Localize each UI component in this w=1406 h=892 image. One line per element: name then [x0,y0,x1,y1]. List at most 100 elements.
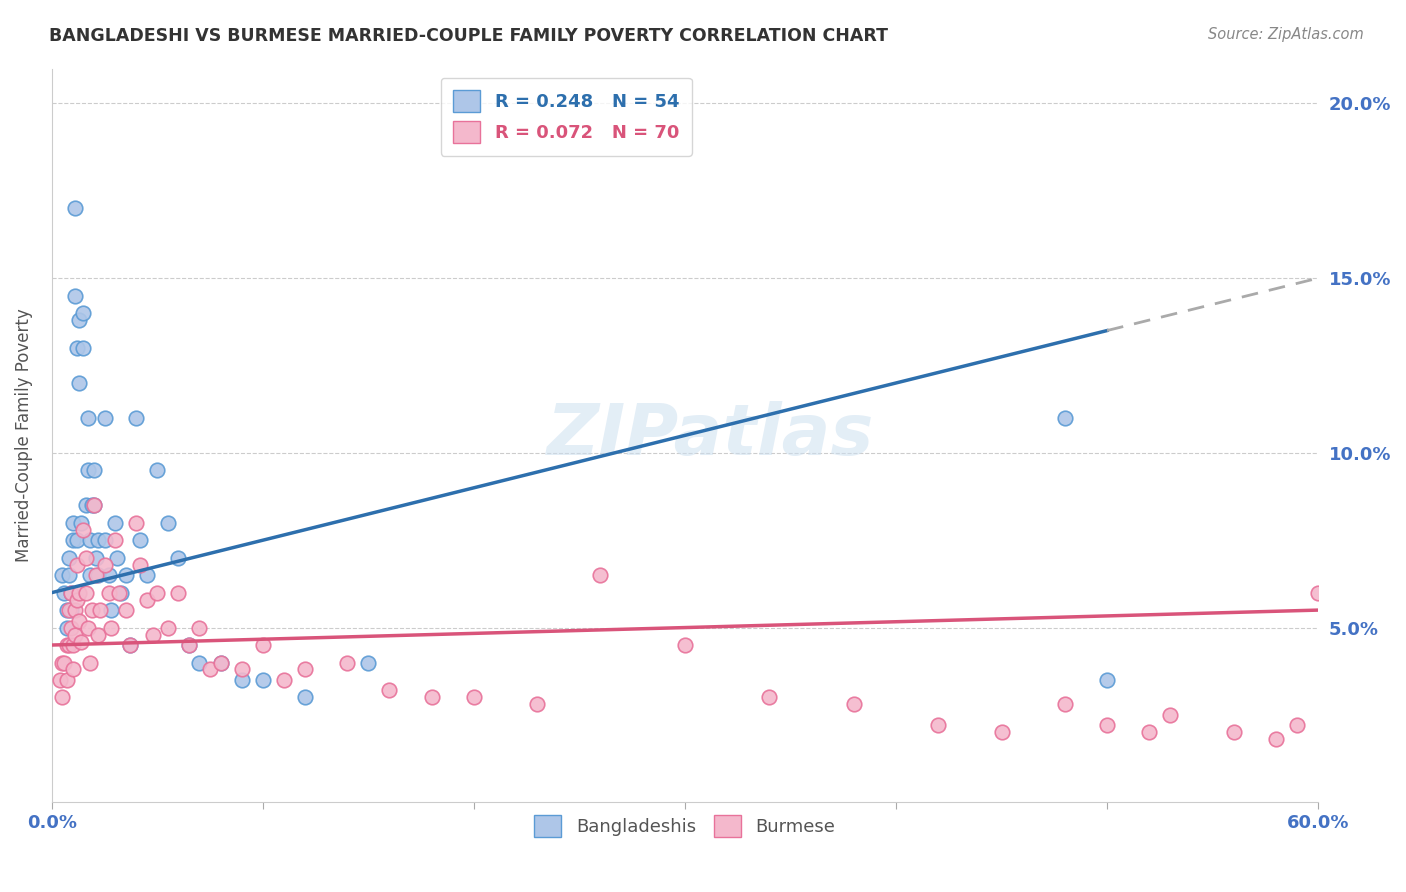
Point [62,516,84,530]
Point [104,533,127,548]
Point [80,498,103,512]
Point [59,585,82,599]
Point [76,411,98,425]
Point [167,550,190,565]
Point [118,638,141,652]
Point [55,638,77,652]
Point [76,463,98,477]
Point [63,603,86,617]
Point [294,690,316,705]
Point [83,498,105,512]
Y-axis label: Married-Couple Family Poverty: Married-Couple Family Poverty [15,309,32,562]
Point [83,463,105,477]
Point [990,725,1012,739]
Point [72,523,94,537]
Point [209,656,232,670]
Point [927,718,949,732]
Point [63,288,86,302]
Point [63,201,86,215]
Point [87,568,110,582]
Legend: Bangladeshis, Burmese: Bangladeshis, Burmese [527,808,842,845]
Point [79,656,101,670]
Point [142,627,165,641]
Point [110,585,132,599]
Point [70,634,93,648]
Point [72,341,94,355]
Point [72,306,94,320]
Point [67,585,90,599]
Point [84,568,107,582]
Point [188,656,211,670]
Point [58,568,80,582]
Point [129,533,152,548]
Point [100,621,122,635]
Point [842,698,865,712]
Point [146,585,169,599]
Point [1306,585,1329,599]
Point [125,516,148,530]
Point [1053,411,1076,425]
Text: BANGLADESHI VS BURMESE MARRIED-COUPLE FAMILY POVERTY CORRELATION CHART: BANGLADESHI VS BURMESE MARRIED-COUPLE FA… [49,27,889,45]
Point [125,411,148,425]
Point [67,376,90,390]
Point [114,603,136,617]
Point [526,698,548,712]
Point [129,558,152,572]
Point [58,550,80,565]
Point [100,603,122,617]
Point [252,673,274,687]
Point [673,638,696,652]
Point [1095,718,1118,732]
Point [55,621,77,635]
Point [51,690,73,705]
Point [89,603,111,617]
Point [97,568,120,582]
Point [108,585,131,599]
Point [79,568,101,582]
Point [1159,707,1181,722]
Point [1222,725,1244,739]
Point [231,673,253,687]
Point [59,585,82,599]
Point [75,585,97,599]
Point [67,614,90,628]
Point [51,656,73,670]
Point [177,638,200,652]
Point [83,498,105,512]
Point [55,603,77,617]
Point [93,411,115,425]
Point [1137,725,1160,739]
Point [59,603,82,617]
Point [93,558,115,572]
Point [66,533,89,548]
Point [87,627,110,641]
Point [273,673,295,687]
Point [589,568,612,582]
Point [58,603,80,617]
Point [336,656,359,670]
Point [105,550,128,565]
Point [104,516,127,530]
Point [188,621,211,635]
Point [66,558,89,572]
Point [198,663,221,677]
Point [58,638,80,652]
Point [167,585,190,599]
Point [146,463,169,477]
Point [1285,718,1308,732]
Point [135,592,157,607]
Point [49,673,72,687]
Point [156,621,179,635]
Point [70,516,93,530]
Point [67,313,90,327]
Point [87,533,110,548]
Text: ZIPatlas: ZIPatlas [547,401,875,470]
Point [114,568,136,582]
Point [62,663,84,677]
Point [156,516,179,530]
Point [357,656,380,670]
Point [53,585,76,599]
Point [135,568,157,582]
Point [62,638,84,652]
Point [55,673,77,687]
